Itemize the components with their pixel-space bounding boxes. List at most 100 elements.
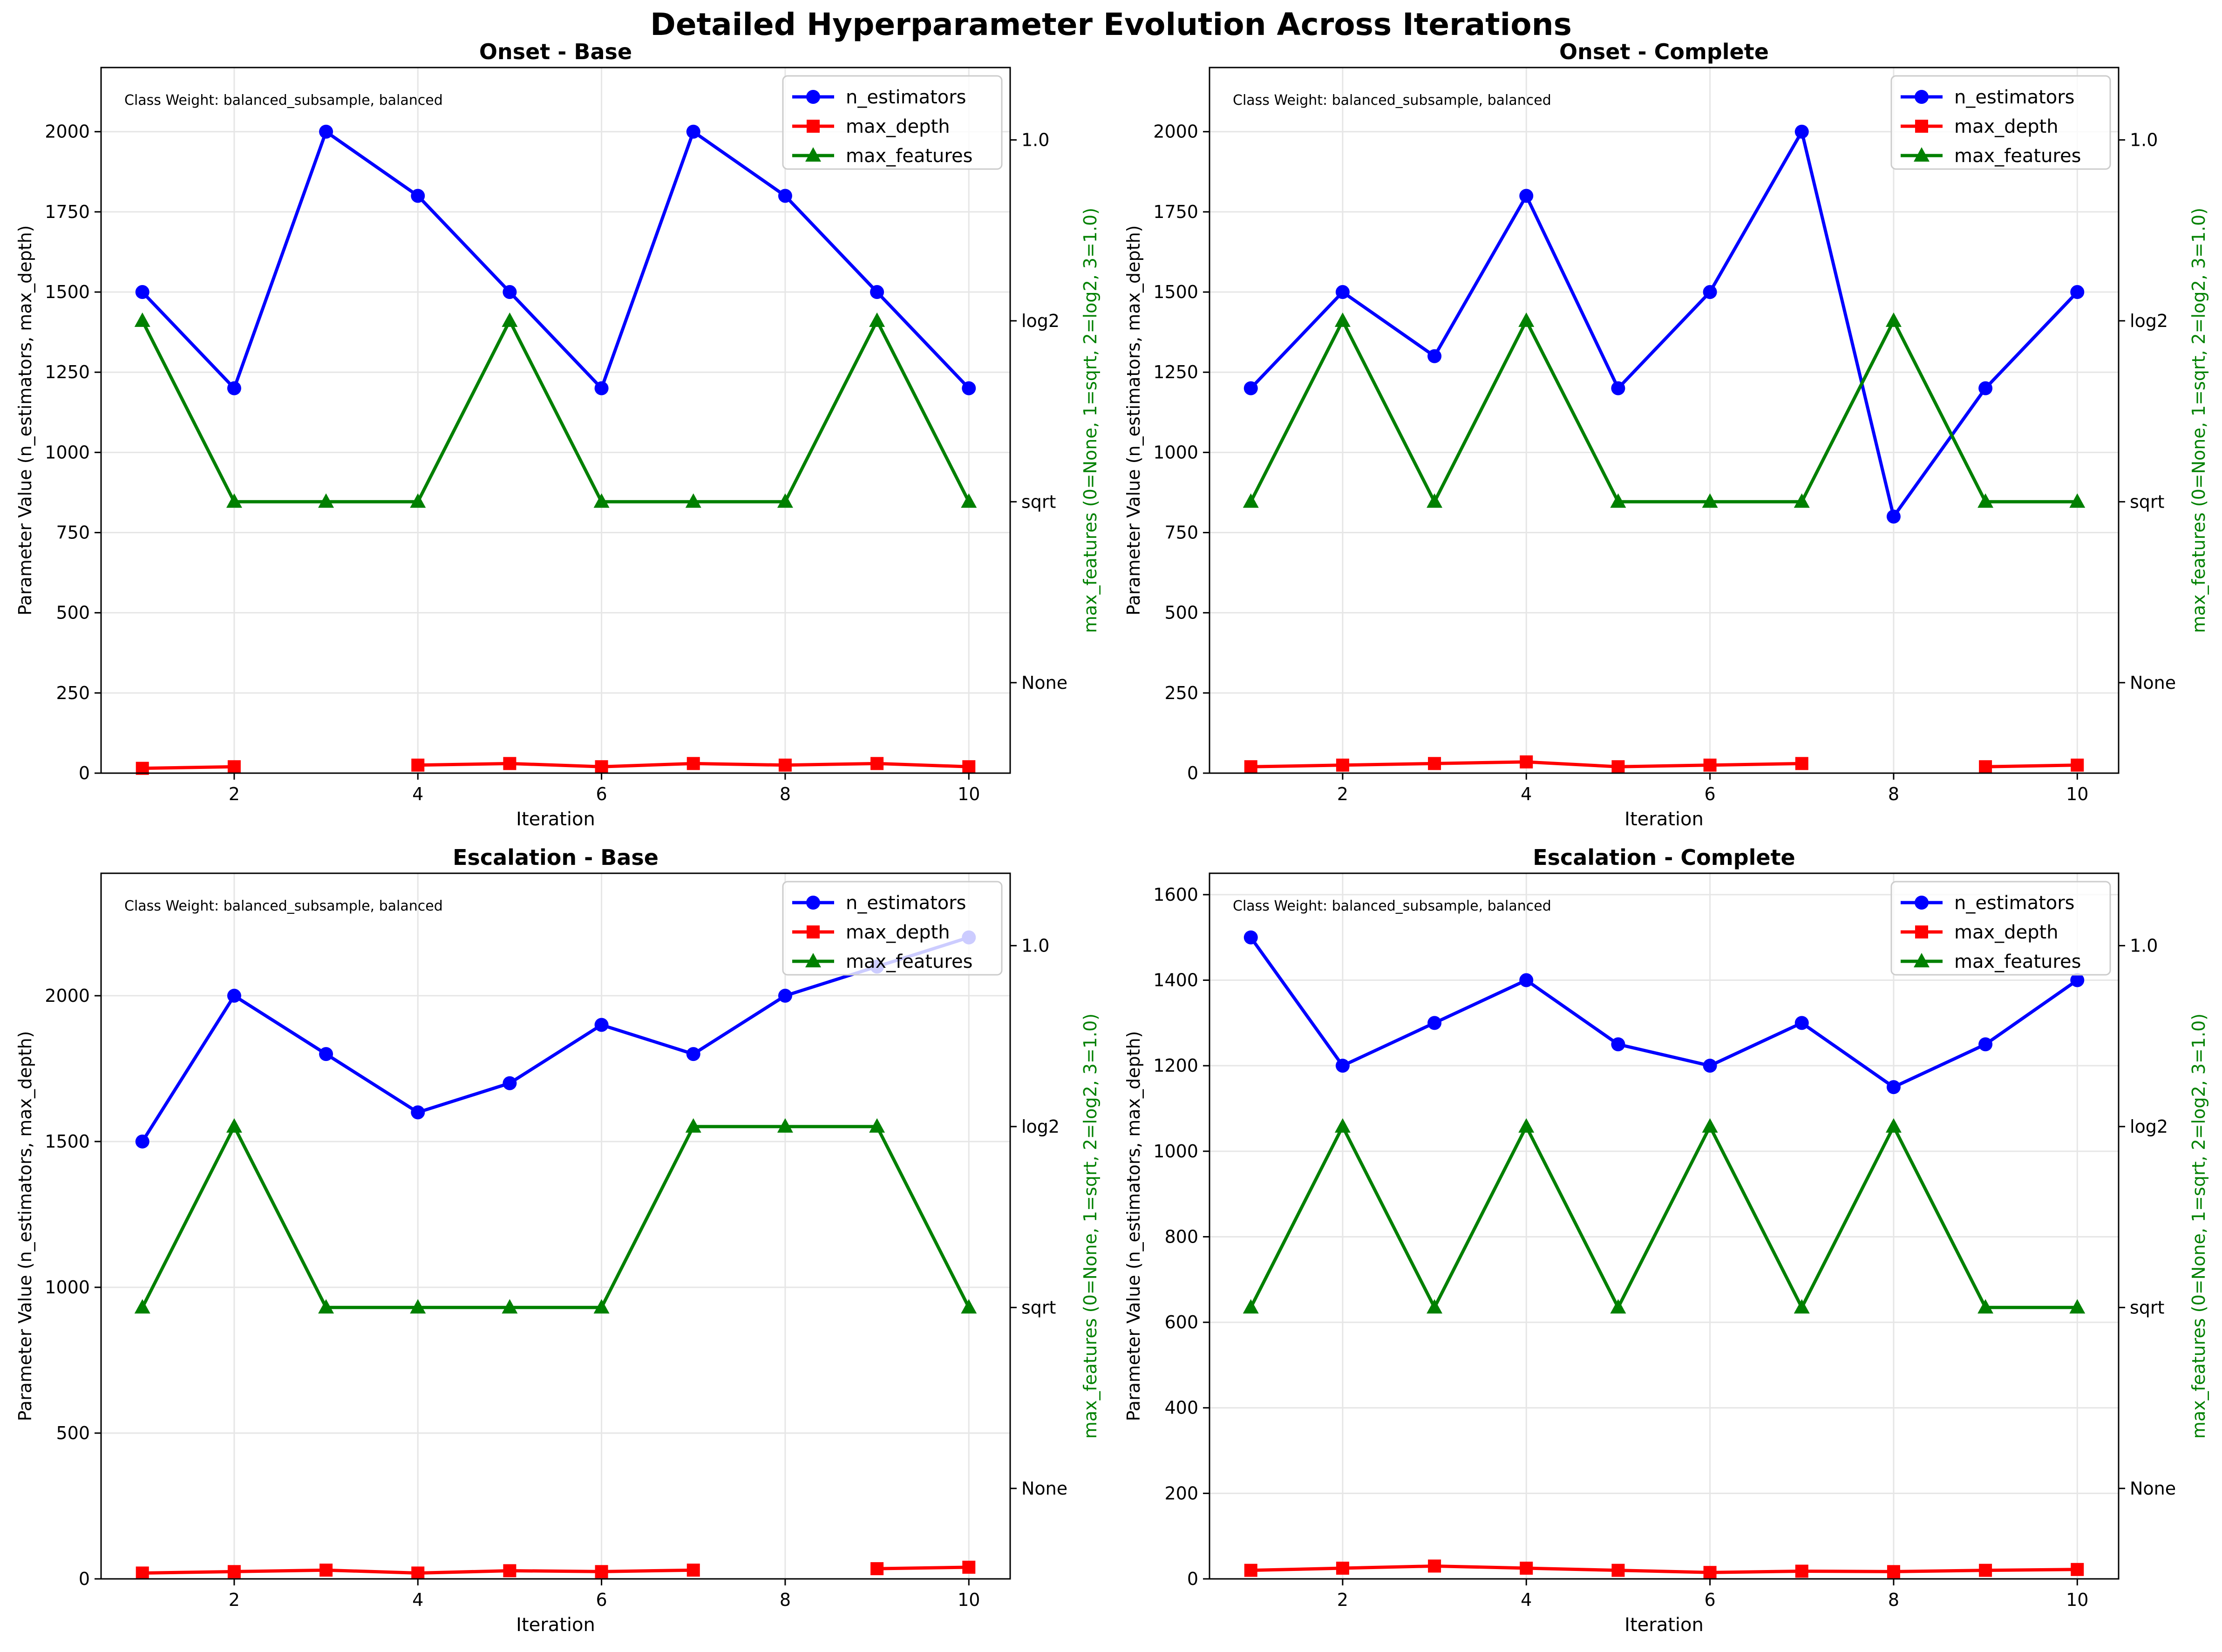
data-point: [2070, 973, 2085, 987]
data-point: [595, 760, 608, 774]
class-weight-annotation: Class Weight: balanced_subsample, balanc…: [124, 92, 443, 109]
x-tick-label: 2: [1337, 1590, 1348, 1610]
legend-marker: [806, 896, 820, 910]
subplot-1: Onset - Base Class Weight: balanced_subsa…: [15, 39, 1101, 830]
data-point: [594, 381, 609, 395]
y-tick-label: 1750: [1153, 202, 1198, 222]
series-n-estimators: [1244, 930, 2085, 1095]
legend-label: max_features: [1954, 145, 2081, 167]
data-point: [1794, 1016, 1809, 1030]
x-tick-label: 10: [2066, 784, 2088, 804]
x-tick-label: 8: [780, 784, 791, 804]
subplot-title: Onset - Complete: [1559, 39, 1769, 64]
series-line: [141, 1125, 971, 1309]
legend: n_estimators max_depth max_features: [782, 881, 1003, 976]
x-tick-label: 10: [958, 784, 980, 804]
data-point: [1979, 1564, 1992, 1577]
y-tick-label: 400: [1164, 1398, 1198, 1418]
data-point: [1611, 381, 1625, 395]
class-weight-annotation: Class Weight: balanced_subsample, balanc…: [1233, 92, 1551, 109]
y-tick-label: 1200: [1153, 1055, 1198, 1076]
x-tick-label: 10: [2066, 1590, 2088, 1610]
y-tick-label: 0: [1187, 1569, 1198, 1589]
y2-tick-label: 1.0: [2130, 129, 2158, 150]
data-point: [778, 758, 792, 772]
data-point: [1518, 1118, 1535, 1133]
data-point: [1520, 1562, 1533, 1575]
data-point: [1519, 189, 1534, 203]
data-point: [411, 1566, 425, 1580]
legend-marker: [1915, 925, 1928, 938]
data-point: [685, 1118, 701, 1133]
data-point: [411, 1105, 425, 1120]
x-tick-label: 8: [780, 1590, 791, 1610]
data-point: [778, 189, 792, 203]
legend-box: [1890, 75, 2111, 170]
data-point: [319, 1047, 333, 1061]
data-point: [2071, 758, 2084, 772]
data-point: [1978, 1037, 1993, 1052]
y2-tick-label: log2: [2130, 1116, 2168, 1137]
data-point: [1334, 312, 1351, 327]
legend-marker: [1914, 147, 1930, 162]
y-tick-label: 1000: [45, 1277, 90, 1298]
data-point: [1335, 285, 1350, 299]
y-tick-label: 0: [79, 1569, 90, 1589]
x-tick-label: 4: [412, 1590, 423, 1610]
y2-tick-label: None: [2130, 1478, 2176, 1499]
x-tick-label: 2: [1337, 784, 1348, 804]
data-point: [1703, 1566, 1717, 1579]
y-tick-label: 250: [56, 683, 90, 703]
data-point: [411, 189, 425, 203]
y-tick-label: 750: [1164, 523, 1198, 543]
x-tick-label: 6: [1704, 1590, 1715, 1610]
y2-tick-label: log2: [1021, 311, 1060, 331]
subplot-title: Onset - Base: [479, 39, 632, 64]
data-point: [1243, 493, 1259, 508]
x-axis-label: Iteration: [516, 1614, 595, 1636]
y2-tick-label: sqrt: [2130, 1297, 2164, 1318]
y-tick-label: 1750: [45, 202, 90, 222]
legend-box: [1890, 881, 2111, 976]
y-tick-label: 1000: [1153, 1141, 1198, 1162]
data-point: [1887, 1565, 1900, 1578]
data-point: [686, 757, 700, 770]
y-axis-label: Parameter Value (n_estimators, max_depth…: [1123, 1031, 1144, 1421]
series-n-estimators: [135, 124, 976, 395]
data-point: [1428, 757, 1441, 770]
subplot-title: Escalation - Complete: [1533, 845, 1795, 870]
data-point: [870, 1562, 884, 1576]
data-point: [319, 124, 333, 139]
x-tick-label: 4: [1521, 1590, 1532, 1610]
data-point: [319, 1564, 333, 1577]
subplot-4: Escalation - Complete Class Weight: balan…: [1123, 845, 2209, 1636]
y-tick-label: 1600: [1153, 884, 1198, 905]
data-point: [1703, 1059, 1717, 1073]
legend: n_estimators max_depth max_features: [1890, 75, 2111, 170]
y-tick-label: 800: [1164, 1226, 1198, 1247]
data-point: [227, 381, 241, 395]
data-point: [962, 381, 976, 395]
y2-tick-label: 1.0: [1021, 935, 1049, 956]
data-point: [1336, 758, 1349, 772]
data-point: [1978, 381, 1993, 395]
y-tick-label: 600: [1164, 1312, 1198, 1332]
data-point: [1243, 1299, 1259, 1314]
x-tick-label: 4: [412, 784, 423, 804]
x-axis-label: Iteration: [1624, 1614, 1704, 1636]
subplot-3: Escalation - Base Class Weight: balanced_…: [15, 845, 1101, 1636]
data-point: [1334, 1118, 1351, 1133]
series-max-depth: [136, 757, 976, 775]
series-max-depth: [136, 1560, 976, 1580]
data-point: [134, 1299, 150, 1314]
y2-tick-label: log2: [2130, 311, 2168, 331]
x-tick-label: 6: [596, 1590, 607, 1610]
axes-frame: [1209, 872, 2120, 1580]
data-point: [1519, 973, 1534, 987]
y2-axis-label: max_features (0=None, 1=sqrt, 2=log2, 3=…: [2188, 1013, 2209, 1439]
data-point: [685, 493, 701, 508]
legend-label: max_depth: [1954, 922, 2059, 943]
data-point: [1886, 510, 1901, 524]
series-line: [1249, 319, 2078, 503]
